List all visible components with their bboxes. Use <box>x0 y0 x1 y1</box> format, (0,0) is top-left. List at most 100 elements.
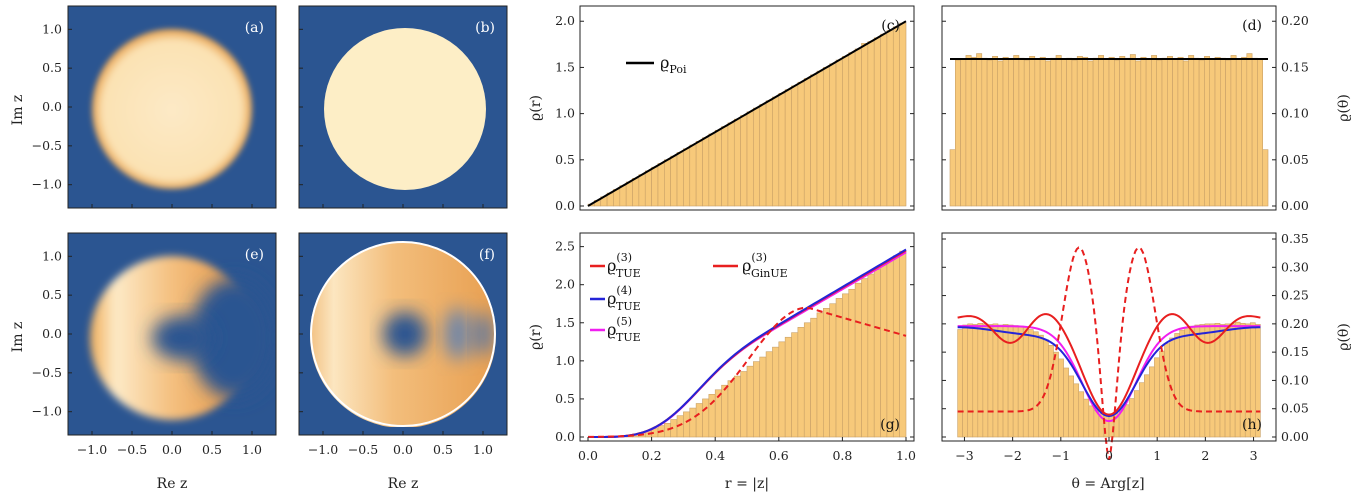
depletion-center <box>152 316 212 360</box>
histogram-panel-h: 0.00 0.05 0.10 0.15 0.20 0.25 0.30 0.35 ϱ(θ) −3 −2… <box>941 231 1352 463</box>
x-tick-label: 1 <box>1153 448 1161 463</box>
histogram-bar <box>1230 55 1237 207</box>
histogram-bar <box>848 288 856 438</box>
panel-label-h: (h) <box>1242 417 1262 433</box>
y-tick-label: 0.0 <box>42 326 62 341</box>
histogram-bar <box>772 346 780 438</box>
histogram-bar <box>962 324 969 438</box>
y-tick-label: 0.35 <box>1281 231 1309 246</box>
panel-label-b: (b) <box>475 20 495 36</box>
histogram-bar <box>1234 321 1241 438</box>
density-panels: 1.00.50.0−0.5−1.0(a) (b)1.00.50.0−0.5−1.0… <box>32 5 508 457</box>
frame <box>941 5 1277 211</box>
histogram-bar <box>676 152 684 207</box>
x-tick-label: −1.0 <box>308 442 338 457</box>
y-axis-label: ϱ(θ) <box>1336 323 1352 351</box>
histogram-bar <box>1224 323 1231 438</box>
frame <box>579 5 915 211</box>
histogram-bar <box>625 181 633 207</box>
y-tick-label: 0.20 <box>1281 13 1309 28</box>
histogram-bar <box>1219 57 1226 207</box>
panel-label-c: (c) <box>881 18 900 34</box>
histogram-bar <box>791 85 799 207</box>
histogram-bar <box>765 351 773 438</box>
histogram-bar <box>899 250 907 438</box>
histogram-bar <box>823 307 830 438</box>
histogram-bar <box>854 48 862 207</box>
histogram-bar <box>1022 326 1029 438</box>
curve-tue-3 <box>957 313 1261 416</box>
y-tick-label: −1.0 <box>32 177 62 192</box>
y-tick-label: 0.5 <box>42 287 62 302</box>
histogram-bar <box>816 312 824 438</box>
histogram-bar <box>746 365 754 438</box>
histogram-bar <box>1066 57 1073 207</box>
histogram-bar <box>1174 333 1180 438</box>
histogram-bar <box>1073 383 1080 438</box>
histogram-bar <box>1145 58 1152 207</box>
histogram-panel-d: 0.00 0.05 0.10 0.15 0.20 ϱ(θ) (d) <box>941 5 1352 213</box>
histogram-bar <box>992 323 999 438</box>
histogram-bar <box>892 255 900 438</box>
histogram-bar <box>997 324 1004 438</box>
histogram-bar <box>1088 405 1095 438</box>
histogram-bar <box>997 60 1004 207</box>
histogram-bar <box>1038 334 1044 438</box>
histogram-bar <box>1229 323 1236 438</box>
histogram-bar <box>965 55 972 207</box>
histogram-bar <box>1098 55 1105 207</box>
y-tick-label: 0.15 <box>1281 344 1309 359</box>
histogram-bar <box>1156 59 1163 207</box>
histogram-bar <box>880 33 888 207</box>
histogram-bar <box>1219 324 1226 438</box>
histogram-bar <box>873 269 881 438</box>
y-axis-label: ϱ(θ) <box>1336 94 1352 122</box>
x-tick-label: −0.5 <box>348 442 378 457</box>
histogram-bar <box>613 189 621 207</box>
histogram-bar <box>778 341 786 438</box>
x-tick-label: 0 <box>1105 448 1113 463</box>
histogram-bar <box>835 59 843 207</box>
histogram-bar <box>1251 57 1258 207</box>
x-axis-label-g: r = |z| <box>725 476 769 492</box>
density-panel-e: 1.0 0.5 0.0 −0.5 −1.0 −1.0 −0.5 0.0 0.5 1.0 (e) <box>32 232 277 457</box>
histogram-bar <box>632 177 640 207</box>
panel-label-a: (a) <box>245 20 264 36</box>
histogram-bar <box>797 327 805 438</box>
y-axis-label-top: Im z <box>10 95 26 126</box>
y-axis-label-bottom: Im z <box>10 322 26 353</box>
histogram-bar <box>759 356 767 438</box>
x-tick-label: 0.2 <box>642 448 662 463</box>
depletion-center <box>383 312 427 356</box>
x-axis-label-f: Re z <box>388 476 419 492</box>
y-tick-label: 1.0 <box>42 21 62 36</box>
histogram-bar <box>861 43 869 207</box>
y-tick-label: 0.20 <box>1281 316 1309 331</box>
histogram-bar <box>1082 56 1089 207</box>
histogram-bar <box>1055 55 1062 207</box>
histogram-bar <box>657 163 665 207</box>
histogram-bar <box>960 58 967 207</box>
histogram-bar <box>1034 58 1041 207</box>
histogram-bar <box>1241 56 1248 207</box>
histogram-bar <box>1033 331 1039 438</box>
histogram-bar <box>708 133 716 207</box>
y-tick-label: 0.10 <box>1281 372 1309 387</box>
histogram-bar <box>848 52 856 207</box>
histogram-bar <box>1140 56 1147 207</box>
curve-tue-5 <box>957 325 1261 423</box>
histogram-bar <box>1257 58 1263 207</box>
histogram-bar <box>970 56 977 207</box>
y-tick-label: 0.00 <box>1281 198 1309 213</box>
y-tick-label: 0.5 <box>555 152 575 167</box>
histogram-bar <box>886 30 894 207</box>
histogram-bar <box>1023 59 1030 207</box>
x-tick-label: −3 <box>955 448 973 463</box>
x-tick-label: 1.0 <box>473 442 493 457</box>
density-panel-a: 1.0 0.5 0.0 −0.5 −1.0 (a) <box>32 5 277 209</box>
histogram-bar <box>740 115 748 207</box>
x-tick-label: 1.0 <box>242 442 262 457</box>
histogram-bar <box>1204 323 1211 438</box>
histogram-bar <box>1144 374 1150 438</box>
